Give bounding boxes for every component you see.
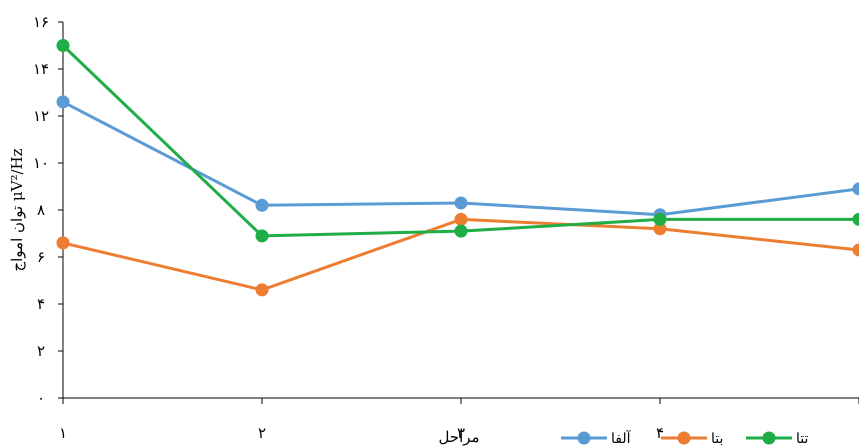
- y-tick-label: ۴: [37, 295, 45, 313]
- legend-swatch-marker: [762, 431, 776, 445]
- legend-label: آلفا: [611, 429, 632, 446]
- x-ticks: ۱ ۲ ۳ ۴: [59, 398, 859, 442]
- data-point: [653, 222, 667, 236]
- data-point: [255, 229, 269, 243]
- legend: آلفا بتا تتا: [561, 429, 808, 446]
- data-point: [56, 39, 70, 52]
- data-point: [852, 243, 859, 257]
- axes: [62, 22, 859, 399]
- series-3: [56, 39, 859, 243]
- data-point: [56, 95, 70, 109]
- legend-entry: تتا: [746, 431, 808, 446]
- series-1: [56, 95, 859, 222]
- data-point: [255, 198, 269, 212]
- y-tick-label: ۰: [37, 389, 45, 407]
- data-point: [255, 283, 269, 297]
- series-2: [56, 212, 859, 297]
- data-point: [653, 212, 667, 226]
- legend-label: بتا: [711, 431, 723, 446]
- y-axis-title: توان امواج μV²/Hz: [8, 148, 26, 271]
- y-tick-label: ۱۲: [33, 107, 49, 125]
- legend-entry: آلفا: [561, 429, 632, 446]
- data-point: [852, 182, 859, 196]
- data-point: [454, 212, 468, 226]
- x-tick-label: ۳: [457, 424, 465, 442]
- data-point: [56, 236, 70, 250]
- x-tick-label: ۲: [258, 424, 266, 442]
- y-tick-label: ۲: [37, 342, 45, 360]
- x-axis-title: مراحل: [438, 428, 479, 446]
- series-layer: [56, 39, 859, 297]
- data-point: [852, 212, 859, 226]
- legend-label: تتا: [796, 431, 808, 446]
- x-tick-label: ۴: [656, 424, 664, 442]
- y-ticks: ۰ ۲ ۴ ۶ ۸ ۱۰ ۱۲ ۱۴ ۱۶: [33, 13, 63, 407]
- y-tick-label: ۱۶: [33, 13, 49, 31]
- y-tick-label: ۱۰: [33, 154, 49, 172]
- legend-swatch-marker: [677, 431, 691, 445]
- y-tick-label: ۱۴: [33, 60, 49, 78]
- data-point: [454, 196, 468, 210]
- legend-entry: بتا: [661, 431, 723, 446]
- x-tick-label: ۱: [59, 424, 67, 442]
- y-tick-label: ۶: [37, 248, 45, 266]
- y-tick-label: ۸: [37, 201, 45, 219]
- legend-swatch-marker: [577, 431, 591, 445]
- data-point: [454, 224, 468, 238]
